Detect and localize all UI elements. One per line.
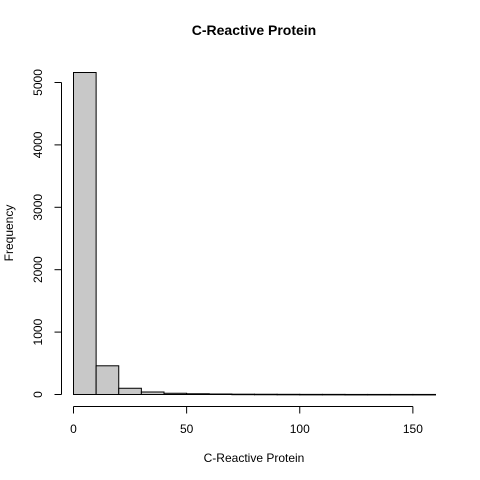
histogram-bar [389, 393, 414, 396]
y-tick-label: 0 [31, 391, 45, 398]
histogram-bar [299, 393, 323, 396]
histogram-bar [412, 393, 436, 396]
x-tick-label: 0 [70, 422, 77, 436]
x-tick-label: 50 [180, 422, 194, 436]
x-tick-label: 150 [403, 422, 423, 436]
histogram-bar [73, 72, 97, 395]
x-tick-label: 100 [290, 422, 310, 436]
chart-title: C-Reactive Protein [192, 22, 316, 38]
y-tick-label: 1000 [31, 318, 45, 345]
y-tick-label: 3000 [31, 194, 45, 221]
y-tick-label: 2000 [31, 256, 45, 283]
histogram-bar [163, 392, 188, 396]
histogram-bar [208, 393, 233, 396]
y-tick-label: 4000 [31, 131, 45, 158]
histogram-bar [140, 391, 165, 395]
y-tick-label: 5000 [31, 69, 45, 96]
histogram-bar [186, 393, 210, 395]
histogram-bar [367, 393, 391, 396]
x-axis: 0 50 100 150 [70, 406, 423, 436]
bars-group [73, 72, 436, 396]
y-axis-label: Frequency [2, 205, 16, 262]
histogram-bar [231, 393, 255, 396]
histogram-bar [118, 387, 142, 396]
histogram-bar [95, 365, 120, 396]
histogram-bar [276, 393, 301, 396]
x-axis-label: C-Reactive Protein [204, 451, 305, 465]
histogram-bar [344, 393, 369, 396]
histogram-bar [254, 393, 278, 396]
y-axis: 0 1000 2000 3000 4000 5000 [31, 69, 62, 398]
histogram-bar [321, 393, 346, 396]
